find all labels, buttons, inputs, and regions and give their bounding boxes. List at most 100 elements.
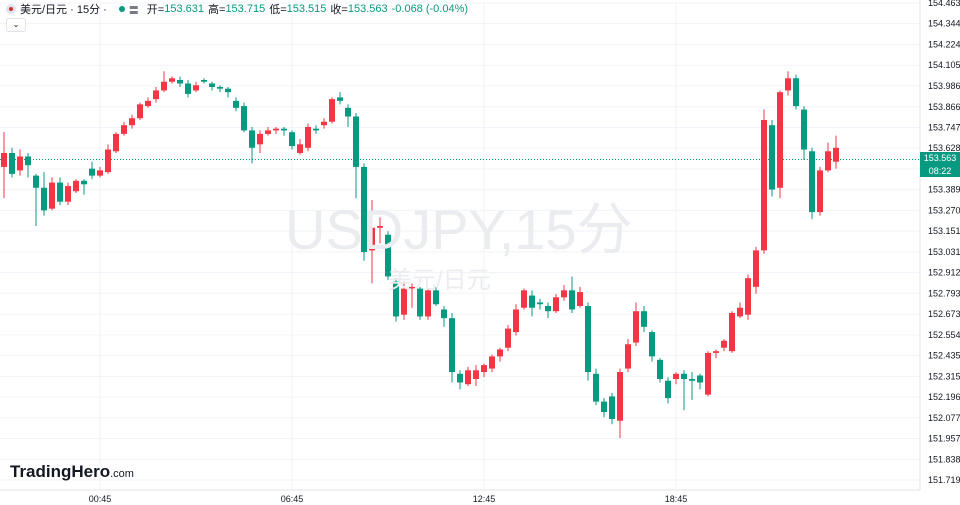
chart-grid [0, 2, 920, 490]
candle [209, 81, 215, 91]
change-value: -0.068 (-0.04%) [391, 3, 469, 15]
candle [729, 311, 735, 353]
candle-body [569, 290, 575, 310]
candle-body [833, 147, 839, 162]
candle-body [321, 121, 327, 126]
candle [713, 349, 719, 359]
y-tick-label: 153.151 [928, 226, 960, 236]
high-value: 153.715 [225, 3, 266, 15]
candle-body [537, 302, 543, 305]
candle-body [825, 151, 831, 171]
candle-body [713, 351, 719, 353]
candle-body [17, 156, 23, 171]
y-tick-label: 154.344 [928, 19, 960, 29]
candle-body [97, 170, 103, 176]
candle [465, 366, 471, 386]
y-tick-label: 153.986 [928, 81, 960, 91]
candle [113, 132, 119, 154]
y-tick-label: 154.105 [928, 60, 960, 70]
candle [249, 126, 255, 164]
candle-body [297, 144, 303, 154]
candle [737, 302, 743, 319]
candle-body [617, 372, 623, 421]
candle [33, 173, 39, 227]
x-tick-label: 18:45 [665, 494, 688, 504]
candle-body [369, 227, 375, 251]
candle-body [681, 373, 687, 380]
candle-body [201, 80, 207, 82]
candle-body [609, 396, 615, 419]
candle-body [81, 180, 87, 185]
candle-body [793, 78, 799, 107]
y-tick-label: 154.224 [928, 40, 960, 50]
candle [641, 305, 647, 333]
candle [281, 126, 287, 136]
candle [393, 278, 399, 322]
candle [545, 302, 551, 319]
candle [193, 81, 199, 93]
candle-body [481, 365, 487, 373]
candle [65, 182, 71, 206]
candle [273, 126, 279, 134]
x-tick-label: 12:45 [473, 494, 496, 504]
high-label: 高= [208, 4, 226, 16]
candle-body [625, 344, 631, 369]
candle [225, 86, 231, 98]
candle-body [801, 109, 807, 150]
open-label: 开= [146, 4, 165, 16]
collapse-legend-button[interactable]: ⌄ [6, 18, 26, 32]
candle [17, 149, 23, 176]
eq-icon[interactable]: 〓 [128, 5, 139, 17]
open-value: 153.631 [164, 3, 204, 15]
candle [25, 153, 31, 178]
candle-body [273, 128, 279, 131]
candle-body [665, 380, 671, 399]
candle-body [137, 104, 143, 119]
candle [697, 373, 703, 390]
candle-body [561, 290, 567, 298]
candle [201, 78, 207, 84]
candle-body [217, 86, 223, 89]
candle-body [497, 349, 503, 357]
candle [377, 217, 383, 244]
candle-body [265, 130, 271, 134]
candle-body [289, 132, 295, 147]
candle [337, 92, 343, 105]
candle-body [185, 83, 191, 94]
candle-body [377, 226, 383, 228]
countdown-tag: 08:22 [920, 165, 960, 178]
brand-logo-suffix: .com [110, 468, 134, 480]
candle-body [785, 78, 791, 91]
candle-body [305, 126, 311, 148]
candle [817, 166, 823, 216]
candle [649, 330, 655, 362]
candle [369, 199, 375, 284]
candle [809, 147, 815, 220]
candle-body [489, 356, 495, 369]
candle-body [777, 92, 783, 188]
candle-body [89, 168, 95, 176]
candle-body [745, 278, 751, 315]
candle [289, 130, 295, 150]
candle [721, 339, 727, 352]
candle [801, 106, 807, 160]
candle [449, 312, 455, 383]
candle-body [817, 170, 823, 213]
candle-body [161, 81, 167, 91]
symbol-title[interactable]: 美元/日元 · 15分 · [20, 4, 107, 16]
chart-legend: 美元/日元 · 15分 · 〓 开= 153.631 高= 153.715 低=… [6, 2, 469, 17]
candle [401, 281, 407, 320]
candle [769, 119, 775, 197]
candle-body [649, 332, 655, 357]
candle [137, 102, 143, 120]
candle-body [465, 370, 471, 385]
candle-body [33, 175, 39, 188]
candle [761, 109, 767, 254]
candle [265, 126, 271, 136]
candle-body [417, 288, 423, 317]
candle-body [585, 305, 591, 373]
candle [305, 123, 311, 152]
candle-body [209, 83, 215, 87]
